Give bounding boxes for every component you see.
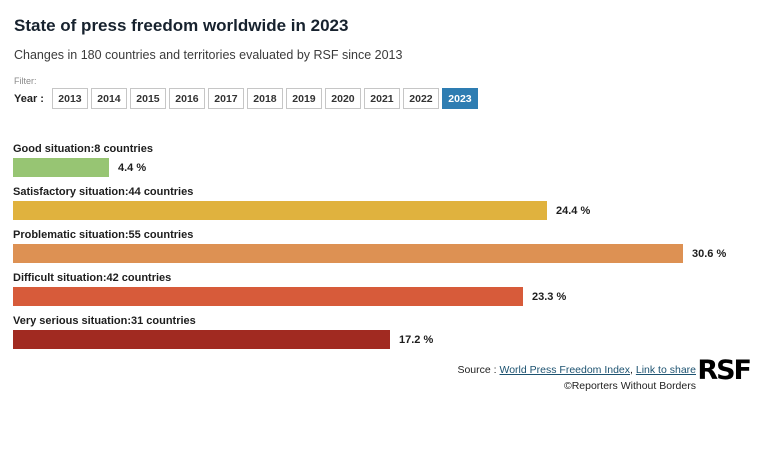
- source-line: Source : World Press Freedom Index, Link…: [457, 363, 696, 379]
- bar-group: Good situation:8 countries 4.4 %: [13, 143, 768, 177]
- year-button-2020[interactable]: 2020: [324, 88, 361, 109]
- bar-group: Difficult situation:42 countries 23.3 %: [13, 272, 768, 306]
- bar-category-label: Satisfactory situation:44 countries: [13, 186, 194, 198]
- year-buttons: 2013 2014 2015 2016 2017 2018 2019 2020 2021 2022…: [51, 88, 478, 109]
- bar: [13, 330, 390, 349]
- bar: [13, 201, 547, 220]
- year-button-2022[interactable]: 2022: [402, 88, 439, 109]
- year-button-2015[interactable]: 2015: [129, 88, 166, 109]
- bar-value-label: 24.4 %: [556, 204, 591, 217]
- bar-value-label: 4.4 %: [118, 161, 147, 174]
- year-filter-row: Year : 2013 2014 2015 2016 2017 2018 2019 2020 2…: [0, 88, 768, 109]
- source-label: Source :: [457, 364, 500, 376]
- bar-chart: Good situation:8 countries 4.4 % Satisfact…: [13, 143, 768, 349]
- bar-row: 30.6 %: [13, 244, 768, 263]
- bar: [13, 287, 523, 306]
- bar-group: Very serious situation:31 countries 17.2 …: [13, 315, 768, 349]
- year-button-2019[interactable]: 2019: [285, 88, 322, 109]
- bar-category-label: Difficult situation:42 countries: [13, 272, 172, 284]
- copyright: ©Reporters Without Borders: [563, 379, 696, 392]
- chart-footer: Source : World Press Freedom Index, Link…: [457, 363, 696, 395]
- year-button-2018[interactable]: 2018: [246, 88, 283, 109]
- year-button-2014[interactable]: 2014: [90, 88, 127, 109]
- page-title: State of press freedom worldwide in 2023: [14, 16, 349, 35]
- bar-category-label: Very serious situation:31 countries: [13, 315, 196, 327]
- bar-group: Satisfactory situation:44 countries 24.4 …: [13, 186, 768, 220]
- source-link[interactable]: World Press Freedom Index: [499, 364, 631, 376]
- rsf-logo: RSF: [697, 355, 752, 386]
- bar-row: 4.4 %: [13, 158, 768, 177]
- bar-row: 17.2 %: [13, 330, 768, 349]
- source-separator: ,: [630, 364, 636, 376]
- bar: [13, 244, 683, 263]
- bar-category-label: Problematic situation:55 countries: [13, 229, 194, 241]
- year-button-2023[interactable]: 2023: [441, 88, 478, 109]
- share-link[interactable]: Link to share: [635, 364, 696, 376]
- bar-category-label: Good situation:8 countries: [13, 143, 153, 155]
- bar-value-label: 23.3 %: [532, 290, 567, 303]
- year-button-2021[interactable]: 2021: [363, 88, 400, 109]
- filter-label: Filter:: [14, 76, 37, 86]
- year-button-2016[interactable]: 2016: [168, 88, 205, 109]
- year-button-2017[interactable]: 2017: [207, 88, 244, 109]
- bar-value-label: 17.2 %: [399, 333, 434, 346]
- bar-value-label: 30.6 %: [692, 247, 727, 260]
- bar-group: Problematic situation:55 countries 30.6 %: [13, 229, 768, 263]
- page-subtitle: Changes in 180 countries and territories…: [14, 48, 403, 62]
- year-button-2013[interactable]: 2013: [51, 88, 88, 109]
- bar-row: 24.4 %: [13, 201, 768, 220]
- bar: [13, 158, 109, 177]
- year-filter-label: Year :: [14, 92, 44, 105]
- bar-row: 23.3 %: [13, 287, 768, 306]
